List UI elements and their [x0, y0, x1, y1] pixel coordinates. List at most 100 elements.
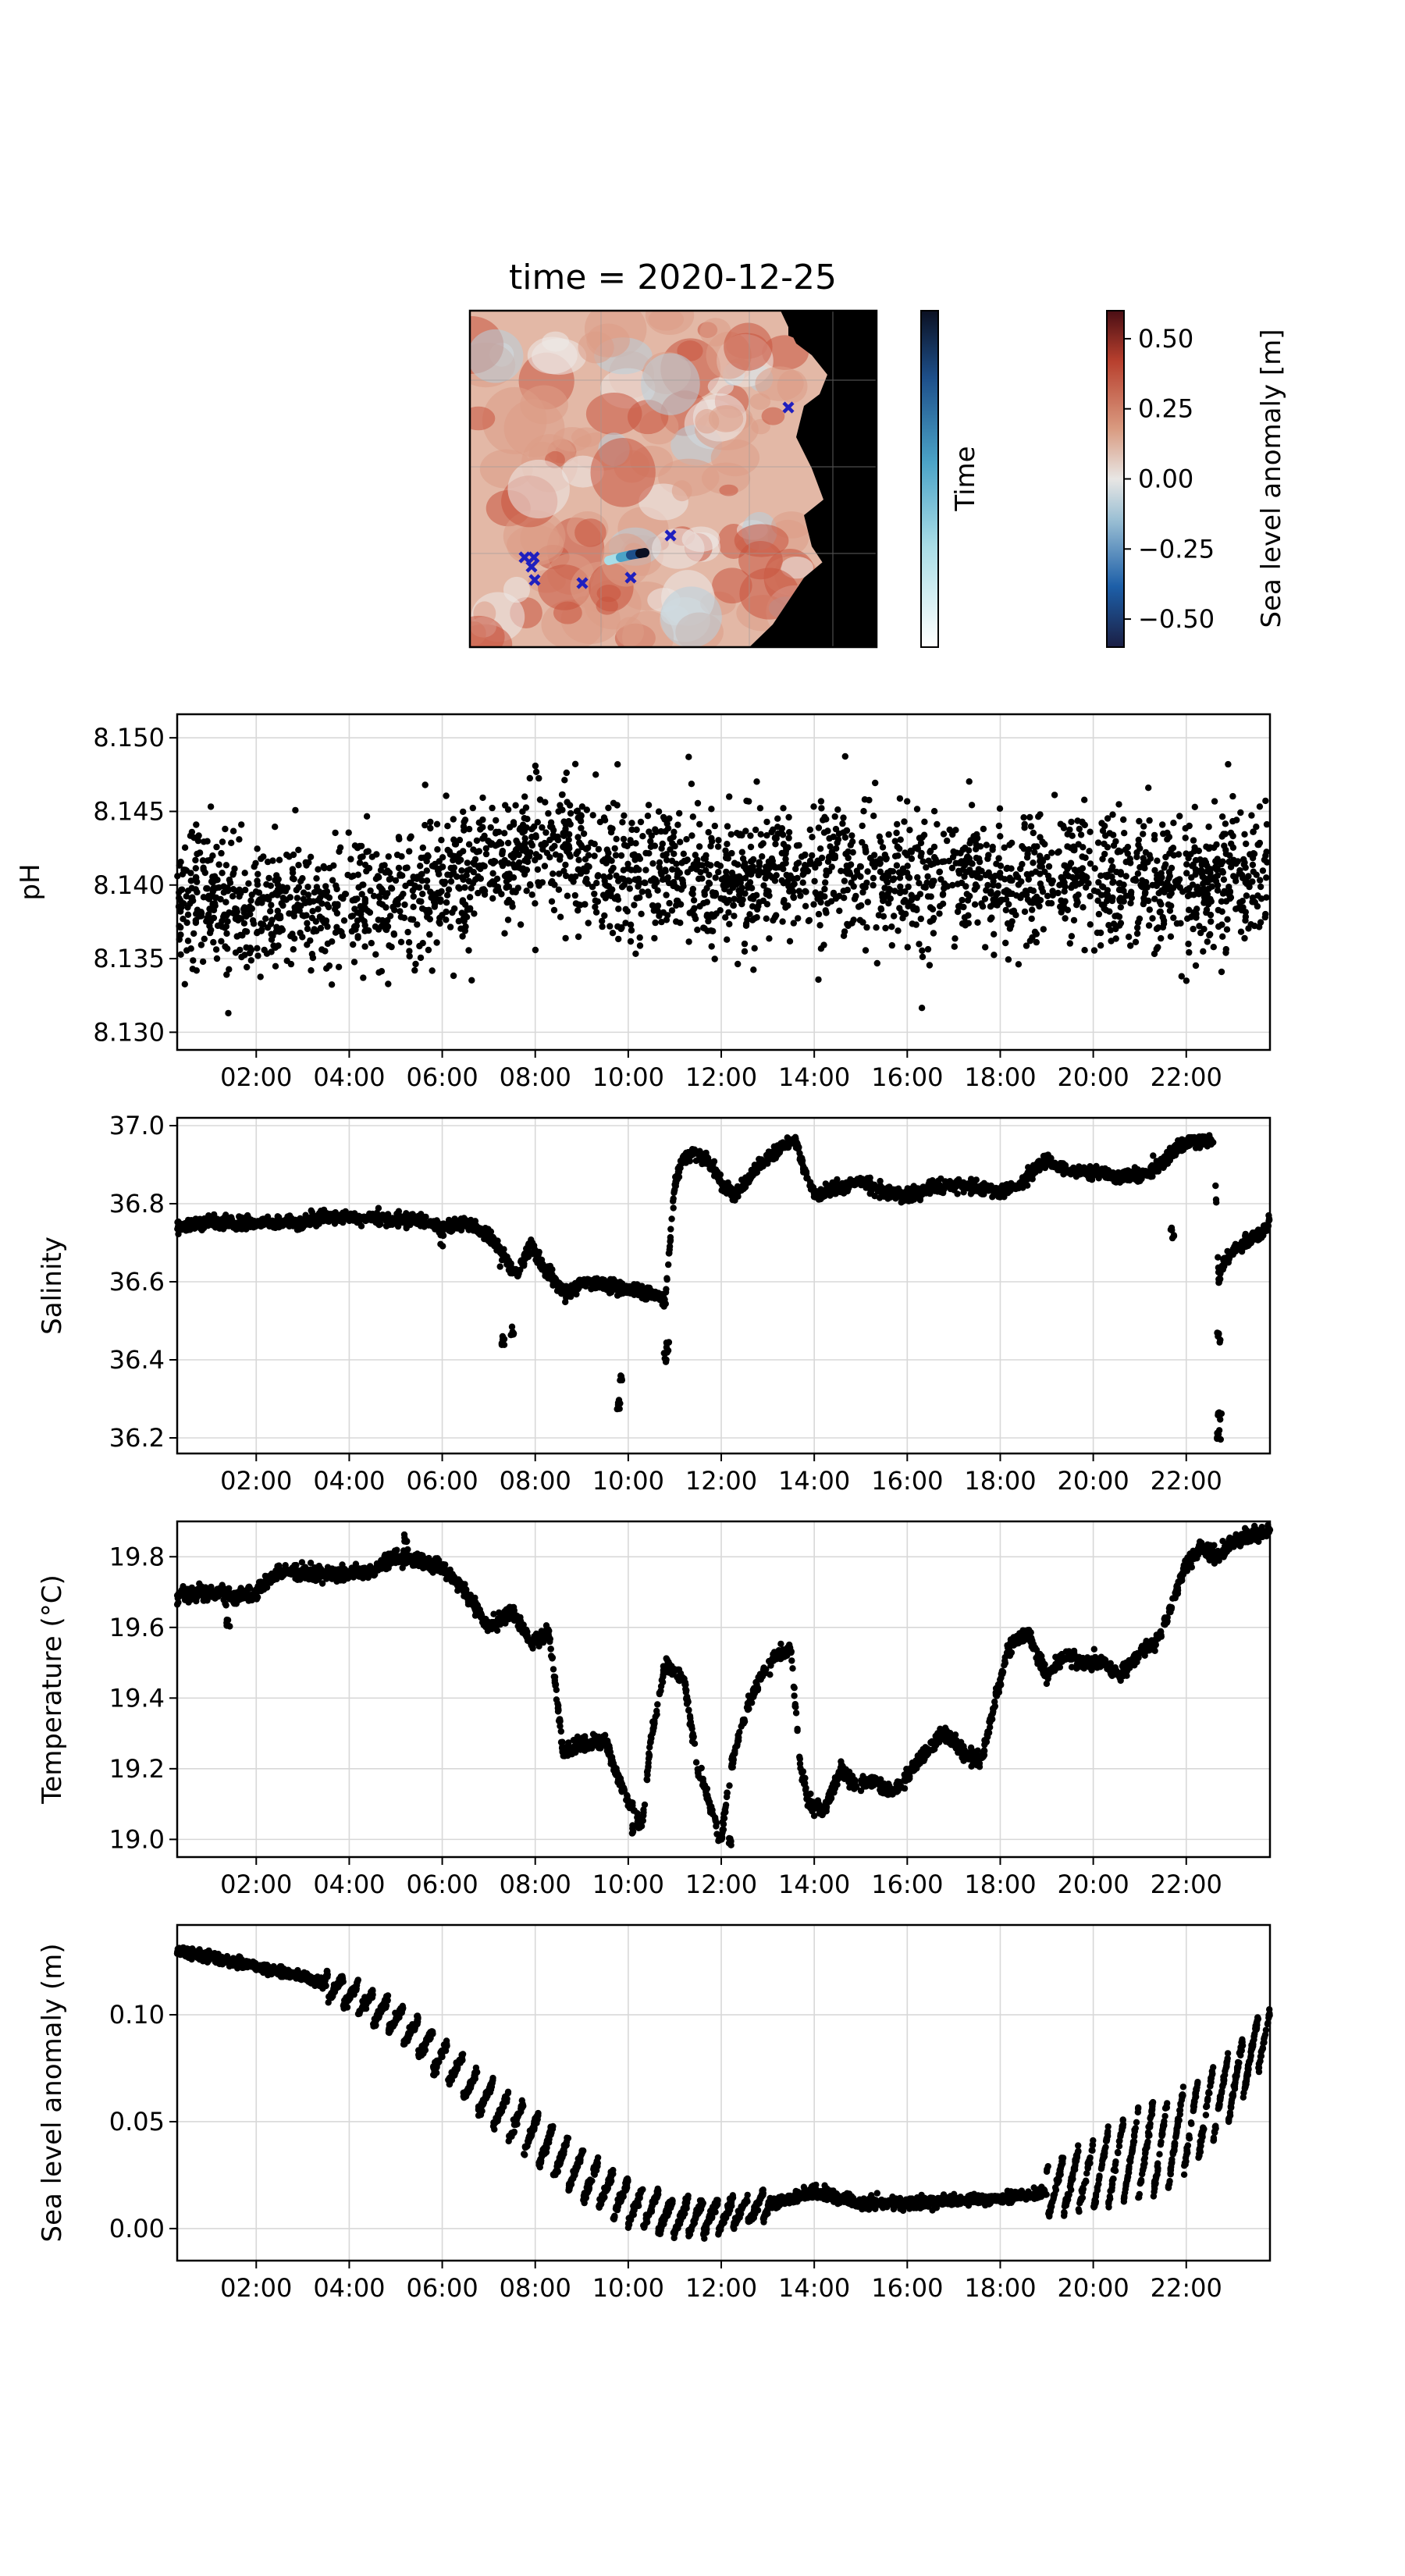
- data-point: [183, 919, 190, 927]
- data-point: [1080, 904, 1087, 911]
- data-point: [580, 830, 588, 838]
- data-point: [512, 802, 519, 809]
- data-point: [482, 850, 490, 858]
- data-point: [684, 869, 692, 876]
- data-point: [741, 940, 749, 948]
- data-point: [645, 802, 653, 809]
- x-tick-label: 14:00: [778, 1062, 850, 1092]
- data-point: [702, 866, 710, 874]
- data-point: [1224, 916, 1231, 923]
- data-point: [930, 860, 937, 867]
- data-point: [962, 869, 970, 876]
- data-point: [304, 925, 311, 933]
- data-point: [896, 874, 904, 881]
- data-point: [1018, 878, 1025, 885]
- data-point: [674, 1165, 681, 1172]
- data-point: [507, 852, 514, 859]
- data-point: [328, 981, 336, 988]
- data-point: [840, 814, 847, 821]
- data-point: [1033, 895, 1041, 902]
- data-point: [711, 822, 718, 830]
- data-point: [1125, 934, 1133, 941]
- data-point: [864, 898, 872, 906]
- data-point: [735, 960, 742, 968]
- data-point: [994, 890, 1001, 897]
- data-point: [1167, 933, 1175, 941]
- data-point: [521, 793, 528, 800]
- data-point: [763, 915, 770, 923]
- data-point: [460, 808, 467, 816]
- data-point: [723, 854, 730, 862]
- data-point: [713, 861, 720, 868]
- data-point: [1185, 906, 1193, 913]
- data-point: [1253, 871, 1260, 878]
- data-point: [780, 805, 787, 812]
- data-point: [375, 926, 382, 933]
- data-point: [924, 873, 931, 881]
- data-point: [357, 911, 365, 918]
- data-point: [795, 915, 802, 922]
- data-point: [763, 818, 770, 826]
- data-point: [694, 799, 702, 807]
- data-point: [1140, 831, 1147, 838]
- data-point: [192, 856, 199, 864]
- data-point: [254, 952, 261, 959]
- data-point: [1036, 902, 1043, 910]
- data-point: [1033, 930, 1040, 938]
- data-point: [1246, 883, 1253, 891]
- data-point: [834, 836, 842, 843]
- data-point: [741, 948, 749, 955]
- data-point: [866, 855, 874, 862]
- data-point: [904, 944, 912, 951]
- data-point: [218, 849, 225, 857]
- data-point: [1070, 916, 1078, 924]
- data-point: [940, 831, 948, 838]
- data-point: [193, 967, 200, 974]
- data-point: [639, 833, 646, 840]
- data-point: [304, 920, 311, 927]
- data-point: [770, 916, 777, 924]
- data-point: [550, 870, 557, 877]
- data-point: [303, 912, 310, 919]
- data-point: [1037, 834, 1044, 841]
- data-point: [893, 829, 900, 837]
- data-point: [1259, 867, 1267, 874]
- data-point: [574, 834, 582, 841]
- data-point: [297, 877, 304, 885]
- data-point: [600, 873, 607, 881]
- data-point: [397, 872, 404, 879]
- data-point: [279, 927, 286, 934]
- data-point: [969, 860, 976, 867]
- data-point: [729, 881, 737, 888]
- data-point: [585, 920, 592, 927]
- data-point: [459, 898, 466, 906]
- station-marker: [624, 571, 637, 584]
- data-point: [517, 921, 525, 928]
- data-point: [894, 820, 901, 828]
- data-point: [742, 827, 749, 834]
- data-point: [991, 895, 999, 903]
- data-point: [1170, 820, 1177, 827]
- data-point: [193, 821, 200, 828]
- data-point: [436, 858, 443, 865]
- data-point: [839, 820, 846, 827]
- data-point: [624, 908, 631, 915]
- data-point: [860, 808, 867, 815]
- data-point: [289, 869, 297, 877]
- data-point: [628, 826, 635, 834]
- data-point: [265, 895, 272, 903]
- data-point: [891, 913, 898, 920]
- data-point: [1117, 904, 1125, 911]
- data-point: [265, 874, 272, 882]
- data-point: [944, 837, 951, 845]
- data-point: [747, 832, 754, 839]
- data-point: [859, 888, 866, 896]
- data-point: [1087, 828, 1094, 835]
- data-point: [728, 870, 736, 877]
- data-point: [1087, 921, 1094, 928]
- data-point: [842, 850, 849, 858]
- data-point: [1101, 901, 1108, 909]
- data-point: [216, 1225, 223, 1233]
- data-point: [1106, 830, 1113, 837]
- data-point: [1048, 880, 1055, 887]
